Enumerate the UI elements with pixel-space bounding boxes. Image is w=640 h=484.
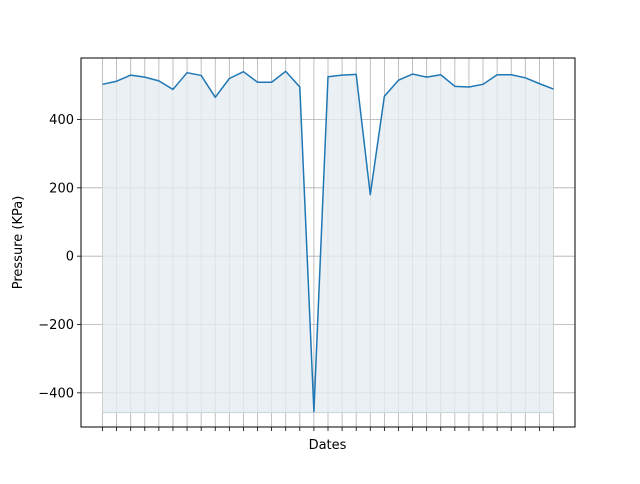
y-tick-label: 200	[49, 181, 74, 196]
area-fill	[103, 71, 554, 412]
x-axis-label: Dates	[309, 438, 347, 453]
fill-layer	[103, 71, 554, 412]
y-tick-label: 400	[49, 113, 74, 128]
y-tick-label: −400	[38, 386, 74, 401]
y-axis-label: Pressure (KPa)	[11, 196, 26, 290]
y-tick-label: 0	[66, 250, 74, 265]
y-tick-label: −200	[38, 318, 74, 333]
